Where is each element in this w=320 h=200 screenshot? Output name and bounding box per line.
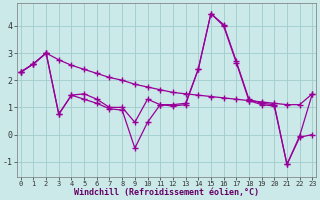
X-axis label: Windchill (Refroidissement éolien,°C): Windchill (Refroidissement éolien,°C): [74, 188, 259, 197]
